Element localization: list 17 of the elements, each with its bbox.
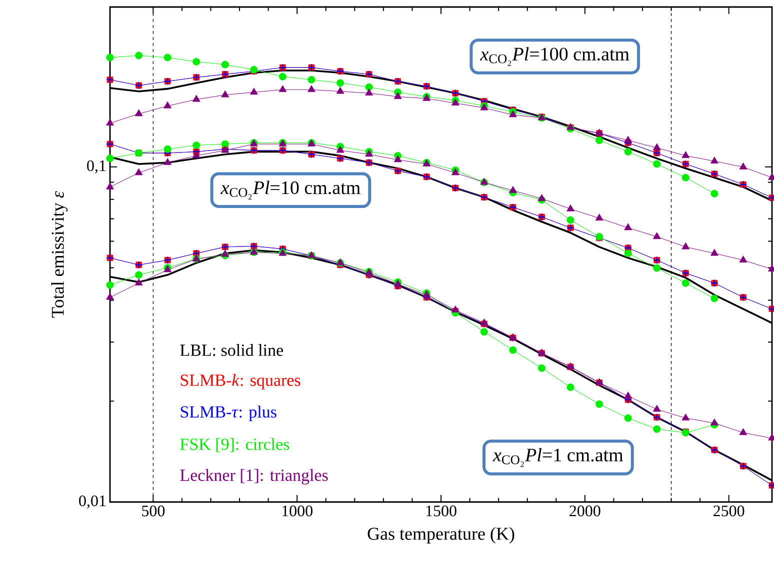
x-tick-label: 2000 [570,506,600,516]
annotation: x$_{CO₂}$Pl=100 cm.atm [480,47,630,66]
x-axis-title: Gas temperature (K) [368,527,514,544]
text: SLMB-k: squares [180,374,300,390]
text: Leckner [1]: triangles [180,469,328,484]
text: FSK [9]: circles [180,438,290,452]
x-tick-label: 2500 [714,506,744,516]
y-tick-label: 0,1 [87,160,106,174]
x-tick-label: 500 [142,506,165,516]
y-tick-label: 0,01 [79,495,106,509]
annotation: x$_{CO₂}$Pl=10 cm.atm [220,180,360,200]
x-tick-label: 1500 [426,506,456,516]
text: LBL: solid line [180,344,284,356]
y-axis-title: Total emissivity ε [51,191,68,318]
annotation: x$_{CO₂}$Pl=1 cm.atm [492,448,624,467]
text: SLMB-τ: plus [180,406,276,422]
x-tick-label: 1000 [282,506,312,516]
